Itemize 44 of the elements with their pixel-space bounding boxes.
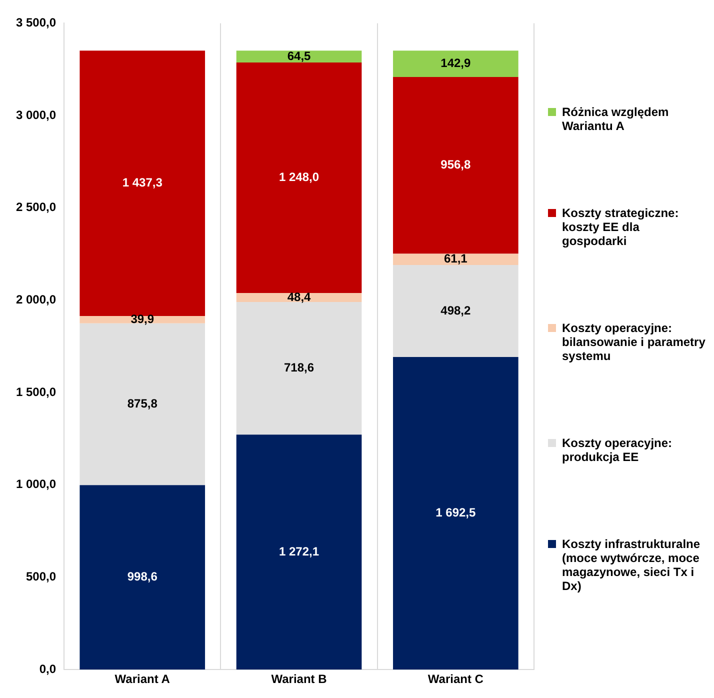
legend-label: Koszty operacyjne: produkcja EE [562, 436, 674, 464]
legend-label: Koszty strategiczne: koszty EE dla gospodarki [562, 206, 680, 248]
data-label: 498,2 [440, 303, 472, 318]
data-label: 61,1 [444, 252, 468, 266]
legend-label: Koszty operacyjne: bilansowanie i parametry systemu [562, 320, 706, 363]
data-label: 1 248,0 [278, 170, 320, 184]
data-label: 998,6 [127, 570, 158, 584]
data-label: 142,9 [440, 56, 472, 70]
bar [393, 254, 518, 266]
y-tick-label: 500,0 [26, 570, 56, 584]
bar [80, 316, 206, 324]
bar [236, 50, 362, 63]
bar [393, 50, 518, 78]
data-label: 1 272,1 [278, 544, 320, 558]
y-tick-label: 1 000,0 [16, 477, 56, 492]
y-tick-label: 2 500,0 [16, 200, 56, 214]
legend-label: Różnica względem Wariantu A [562, 104, 670, 133]
y-tick-label: 3 000,0 [16, 108, 56, 122]
data-label: 1 692,5 [436, 506, 476, 520]
x-tick-label: Wariant B [271, 672, 328, 686]
data-label: 64,5 [287, 48, 312, 63]
bar [236, 293, 362, 302]
legend-label: Koszty infrastrukturalne (moce wytwórcze, moce magazynowe, sieci Tx i Dx) [562, 537, 702, 594]
data-label: 39,9 [130, 312, 154, 326]
bar [393, 357, 518, 670]
bar [393, 265, 518, 358]
bar [393, 77, 518, 254]
bar [236, 62, 362, 294]
y-tick-label: 0,0 [39, 662, 56, 676]
y-tick-label: 3 500,0 [16, 16, 56, 30]
data-label: 956,8 [440, 158, 472, 172]
data-label: 718,6 [284, 360, 314, 375]
data-label: 48,4 [287, 290, 312, 304]
x-tick-label: Wariant A [114, 672, 170, 686]
data-label: 875,8 [127, 396, 158, 411]
bar [236, 434, 362, 670]
data-label: 1 437,3 [122, 176, 163, 190]
bar [80, 50, 206, 316]
bar [80, 485, 206, 670]
y-tick-label: 2 000,0 [16, 292, 56, 307]
x-tick-label: Wariant C [428, 672, 484, 686]
bar [80, 323, 206, 486]
y-tick-label: 1 500,0 [16, 384, 56, 399]
bar [236, 302, 362, 435]
